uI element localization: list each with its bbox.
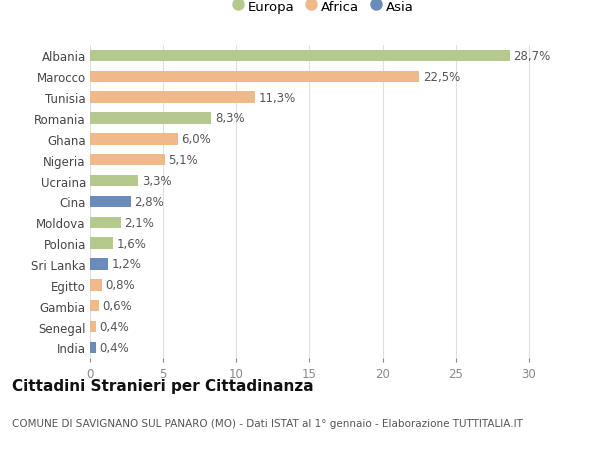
Text: 0,8%: 0,8% xyxy=(106,279,135,291)
Bar xyxy=(90,196,131,207)
Text: 1,6%: 1,6% xyxy=(117,237,147,250)
Text: 11,3%: 11,3% xyxy=(259,91,296,104)
Bar xyxy=(90,300,99,312)
Text: COMUNE DI SAVIGNANO SUL PANARO (MO) - Dati ISTAT al 1° gennaio - Elaborazione TU: COMUNE DI SAVIGNANO SUL PANARO (MO) - Da… xyxy=(12,418,523,428)
Text: 6,0%: 6,0% xyxy=(181,133,211,146)
Bar xyxy=(90,50,510,62)
Text: Cittadini Stranieri per Cittadinanza: Cittadini Stranieri per Cittadinanza xyxy=(12,379,314,394)
Bar xyxy=(90,280,102,291)
Bar xyxy=(90,155,164,166)
Bar xyxy=(90,321,96,332)
Text: 0,6%: 0,6% xyxy=(103,300,132,313)
Bar xyxy=(90,92,255,104)
Bar xyxy=(90,175,138,187)
Legend: Europa, Africa, Asia: Europa, Africa, Asia xyxy=(230,0,418,17)
Text: 1,2%: 1,2% xyxy=(111,258,141,271)
Bar xyxy=(90,217,121,229)
Bar xyxy=(90,259,107,270)
Text: 3,3%: 3,3% xyxy=(142,175,172,188)
Text: 22,5%: 22,5% xyxy=(423,71,460,84)
Text: 0,4%: 0,4% xyxy=(100,320,129,333)
Text: 8,3%: 8,3% xyxy=(215,112,245,125)
Text: 0,4%: 0,4% xyxy=(100,341,129,354)
Bar xyxy=(90,342,96,353)
Bar xyxy=(90,113,211,124)
Bar xyxy=(90,134,178,145)
Bar xyxy=(90,72,419,83)
Text: 5,1%: 5,1% xyxy=(168,154,198,167)
Text: 2,8%: 2,8% xyxy=(134,196,164,208)
Bar xyxy=(90,238,113,249)
Text: 28,7%: 28,7% xyxy=(514,50,551,63)
Text: 2,1%: 2,1% xyxy=(124,216,154,229)
